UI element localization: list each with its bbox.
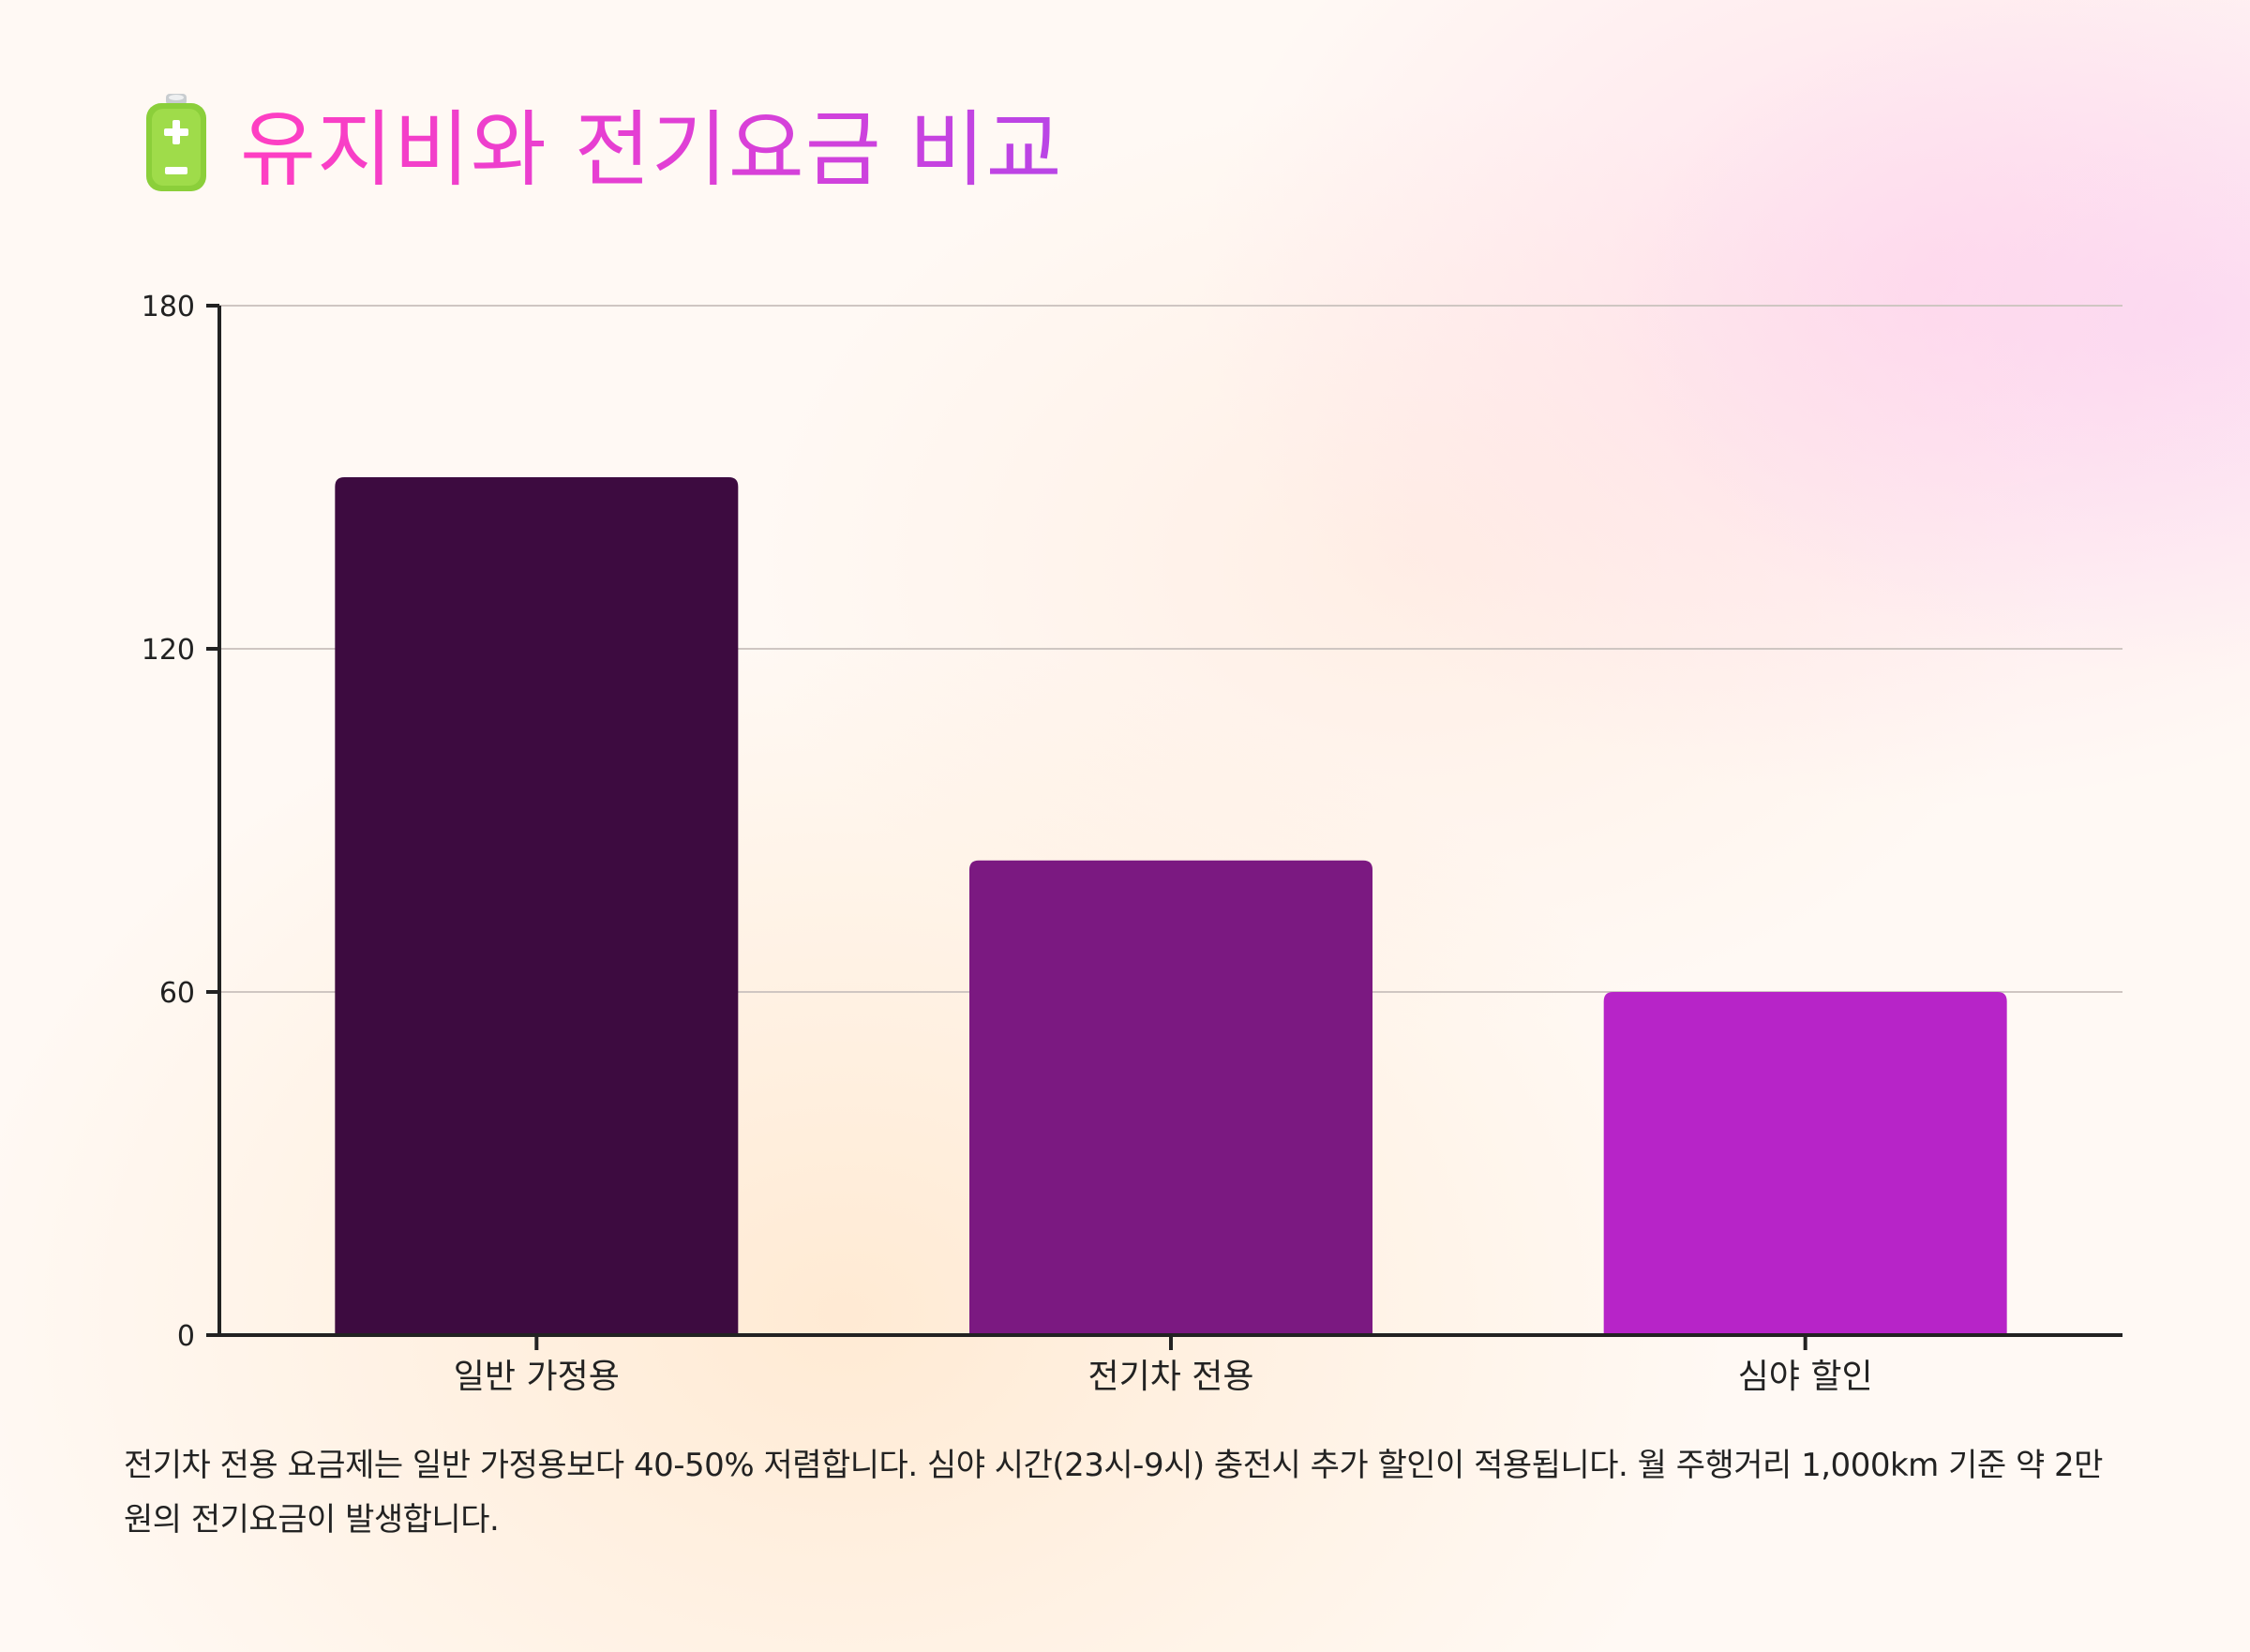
bar [969,860,1372,1335]
chart-caption: 전기차 전용 요금제는 일반 가정용보다 40-50% 저렴합니다. 심야 시간… [124,1447,2103,1539]
bar [335,477,739,1335]
x-tick-label: 심야 할인 [1738,1358,1873,1396]
x-tick-label: 일반 가정용 [454,1358,620,1396]
y-tick-label: 180 [142,291,195,323]
axes [206,304,2122,1350]
y-tick-label: 0 [177,1320,195,1353]
y-tick-label: 60 [159,977,195,1010]
bars [335,477,2007,1335]
x-tick-label: 전기차 전용 [1088,1358,1253,1396]
page-title: 유지비와 전기요금 비교 [141,86,1063,199]
battery-icon [146,94,206,191]
title-text: 유지비와 전기요금 비교 [240,83,1063,203]
y-tick-label: 120 [142,634,195,667]
bar [1603,992,2007,1335]
tick-labels: 0 60 120 180 일반 가정용 전기차 전용 심야 할인 [142,291,1873,1396]
